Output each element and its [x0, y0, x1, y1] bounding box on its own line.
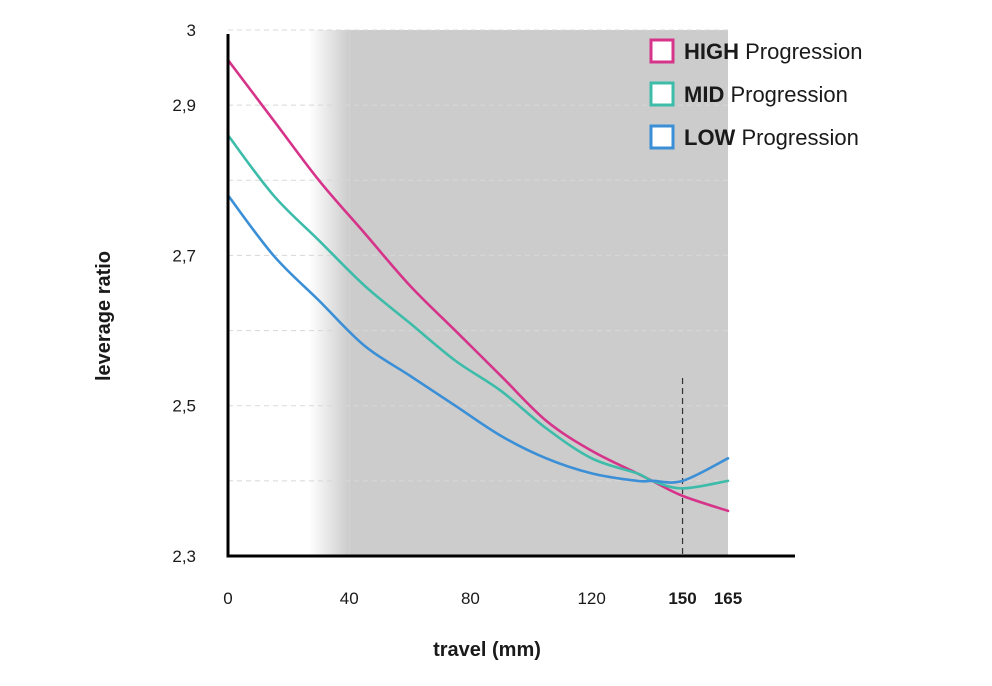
- series-lines: [226, 58, 730, 513]
- x-axis-title: travel (mm): [433, 639, 541, 661]
- legend-label-rest: Progression: [735, 125, 859, 150]
- legend-label-rest: Progression: [739, 39, 863, 64]
- legend-label: HIGH Progression: [684, 39, 863, 64]
- legend-label-strong: MID: [684, 82, 724, 107]
- legend-item-mid: MID Progression: [649, 81, 848, 107]
- y-tick-label: 3: [187, 21, 196, 40]
- legend-label: LOW Progression: [684, 125, 859, 150]
- shaded-region-fill: [349, 30, 728, 556]
- legend-swatch: [649, 124, 675, 150]
- legend-item-high: HIGH Progression: [649, 38, 863, 64]
- x-tick-label: 0: [223, 589, 232, 608]
- x-tick-label: 120: [577, 589, 605, 608]
- x-tick-label: 40: [340, 589, 359, 608]
- legend-item-low: LOW Progression: [649, 124, 859, 150]
- y-tick-label: 2,5: [172, 397, 196, 416]
- y-axis-title: leverage ratio: [93, 251, 115, 381]
- legend-label-strong: HIGH: [684, 39, 739, 64]
- legend-swatch: [649, 81, 675, 107]
- y-tick-labels: 2,3 2,5 2,7 2,9 3: [172, 21, 196, 566]
- shaded-region-fade: [309, 30, 350, 556]
- x-tick-labels: 0 40 80 120 150 165: [223, 589, 742, 608]
- y-tick-label: 2,7: [172, 246, 196, 265]
- shaded-region: [309, 30, 728, 556]
- x-tick-label: 165: [714, 589, 742, 608]
- legend-label: MID Progression: [684, 82, 848, 107]
- legend-swatch: [649, 38, 675, 64]
- series-line-low: [226, 194, 730, 484]
- legend-label-strong: LOW: [684, 125, 736, 150]
- axes: [226, 34, 795, 558]
- y-tick-label: 2,9: [172, 96, 196, 115]
- y-tick-label: 2,3: [172, 547, 196, 566]
- x-tick-label: 150: [668, 589, 696, 608]
- legend-label-rest: Progression: [724, 82, 848, 107]
- x-tick-label: 80: [461, 589, 480, 608]
